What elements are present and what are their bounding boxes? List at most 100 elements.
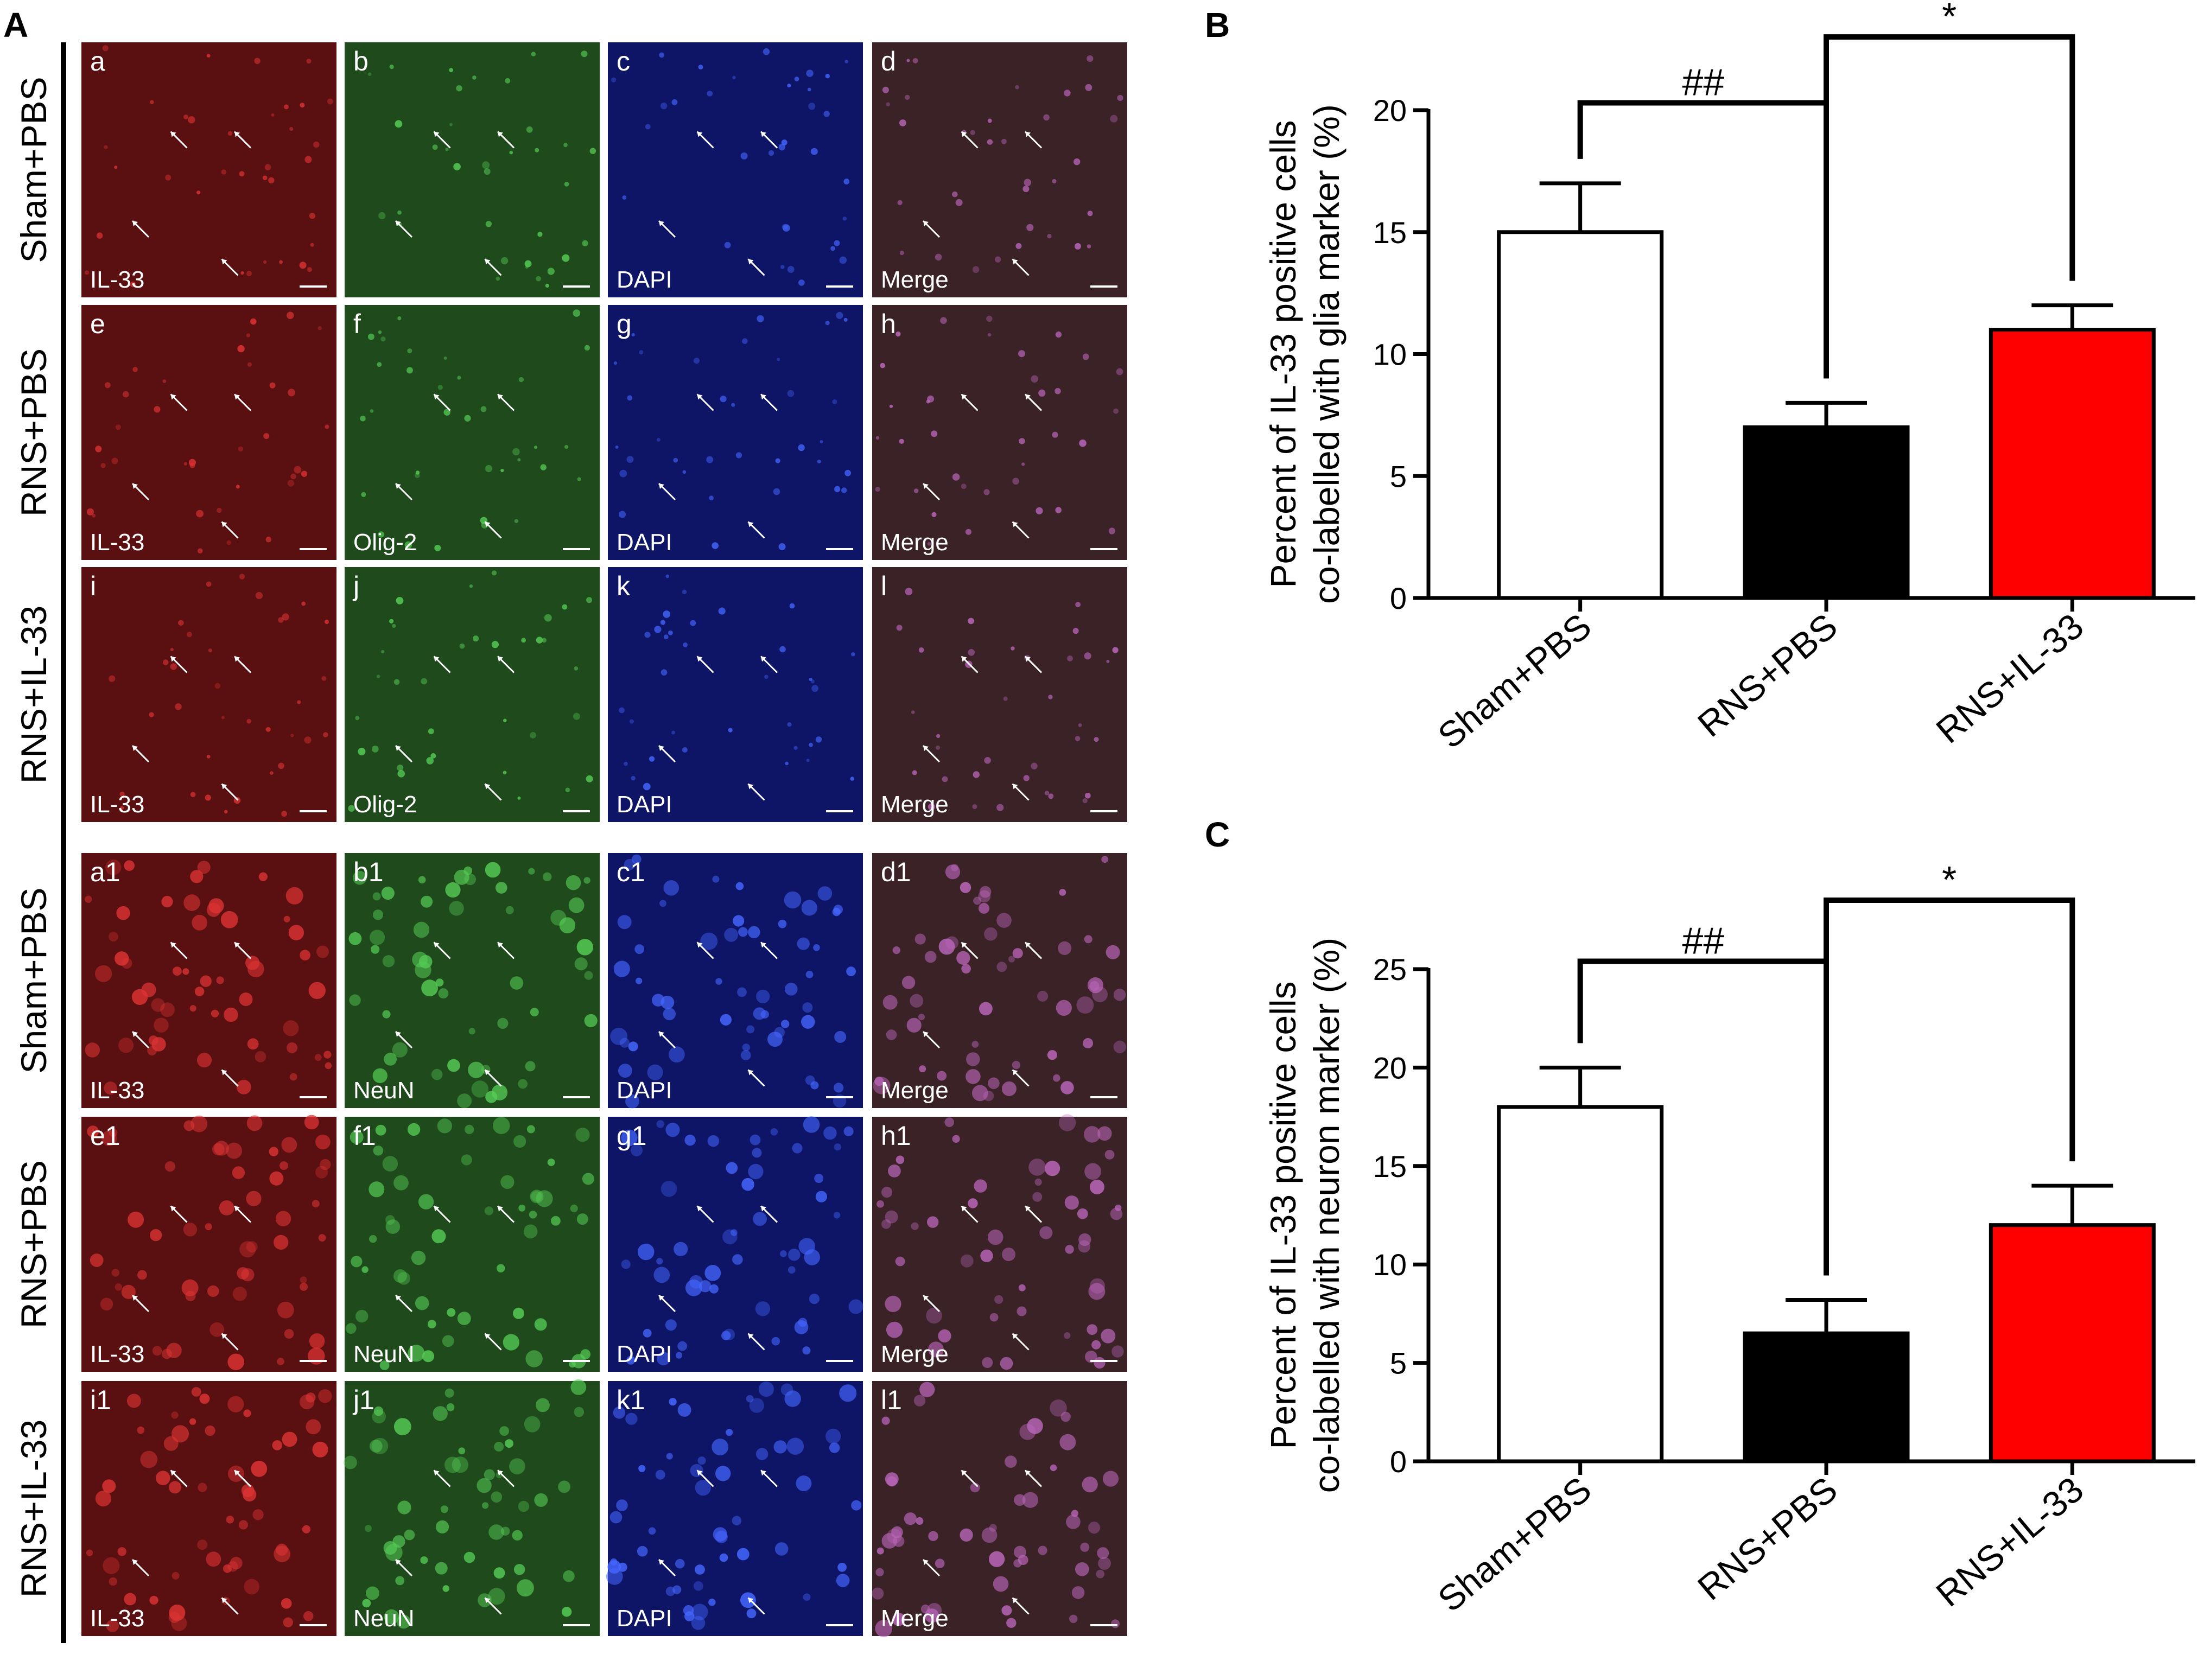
cell-spot [282,613,289,621]
cell-spot [787,1266,796,1274]
cell-spot [1002,1248,1015,1262]
cell-spot [1084,652,1091,660]
tile-caption: Merge [881,1077,949,1104]
bar-chart-neuron: 0 5 10 15 20 25 Percent of IL-33 positive cell… [1263,858,2195,1619]
cell-spot [895,1155,905,1164]
cell-spot [230,1557,243,1569]
cell-spot [756,989,770,1003]
cell-spot [817,886,833,901]
cell-spot [989,1313,999,1322]
cell-spot [966,1069,981,1084]
cell-spot [882,86,889,93]
cell-spot [1019,438,1025,444]
cell-spot [905,588,913,595]
cell-spot [1096,1569,1104,1579]
cell-spot [582,240,588,246]
micrograph-tile: e1 IL-33 [81,1115,336,1372]
cell-spot [205,794,211,801]
cell-spot [404,1529,415,1541]
cell-spot [610,1028,627,1045]
cell-spot [797,937,810,950]
cell-spot [250,318,257,325]
cell-spot [875,436,880,440]
row-label: RNS+PBS [14,348,54,517]
cell-spot [613,1407,626,1419]
cell-spot [927,1603,942,1618]
cell-spot [815,1191,827,1202]
cell-spot [389,619,394,623]
arrow-head-icon [1012,784,1018,790]
y-axis-label-line2: co-labelled with glia marker (%) [1306,104,1346,604]
arrow-head-icon [498,131,503,137]
cell-spot [841,487,847,493]
y-axis-label-line1: Percent of IL-33 positive cells [1263,981,1303,1449]
cell-spot [1001,138,1007,144]
cell-spot [104,382,111,389]
arrow-head-icon [1025,394,1031,400]
cell-spot [913,1395,926,1407]
arrow-head-icon [221,259,227,265]
cell-spot [1017,1306,1027,1316]
cell-spot [787,266,795,273]
tile-caption: Olig-2 [353,791,417,818]
cell-spot [281,1598,292,1609]
cell-spot [707,1135,720,1147]
cell-spot [709,495,714,501]
cell-spot [426,757,434,765]
cell-spot [314,1054,322,1061]
cell-spot [485,862,501,878]
micrograph-background [872,42,1127,297]
cell-spot [1108,527,1115,534]
cell-spot [755,1301,771,1316]
arrow-head-icon [396,221,401,226]
micrograph-background [872,1381,1127,1636]
cell-spot [317,326,322,330]
cell-spot [984,757,991,764]
cell-spot [393,1175,409,1191]
cell-spot [891,1526,903,1538]
cell-spot [746,1395,754,1403]
cell-spot [197,1539,208,1550]
cell-spot [395,1576,405,1586]
tile-letter: a1 [90,857,120,887]
cell-spot [691,1616,706,1630]
micrograph-background [81,1117,336,1372]
micrograph-background [81,305,336,560]
cell-spot [124,860,135,871]
cell-spot [750,1134,761,1146]
cell-spot [1075,602,1081,607]
cell-spot [440,1505,448,1513]
cell-spot [1083,1126,1101,1143]
cell-spot [430,753,436,759]
cell-spot [621,1129,638,1147]
cell-spot [886,1029,897,1040]
cell-spot [610,1558,618,1566]
cell-spot [611,77,617,82]
cell-spot [384,1053,397,1066]
micrograph-tile: g DAPI [608,305,863,560]
cell-spot [518,377,524,383]
cell-spot [986,315,993,322]
cell-spot [1008,956,1015,963]
cell-spot [666,1453,673,1460]
micrograph-background [81,567,336,822]
cell-spot [682,747,688,753]
cell-spot [660,996,675,1009]
arrow-head-icon [485,784,491,790]
cell-spot [707,91,713,97]
tile-letter: j1 [352,1385,374,1415]
cell-spot [911,710,915,714]
cell-spot [166,1342,182,1358]
cell-spot [397,316,402,321]
arrow-head-icon [961,394,967,400]
x-tick-label: RNS+IL-33 [1928,1469,2091,1614]
arrow-head-icon [961,131,967,137]
arrow-head-icon [434,1470,440,1476]
cell-spot [1087,244,1091,249]
cell-spot [570,1204,578,1213]
cell-spot [491,641,499,648]
cell-spot [952,473,960,481]
cell-spot [491,1491,503,1503]
cell-spot [806,759,810,762]
cell-spot [748,1163,764,1180]
